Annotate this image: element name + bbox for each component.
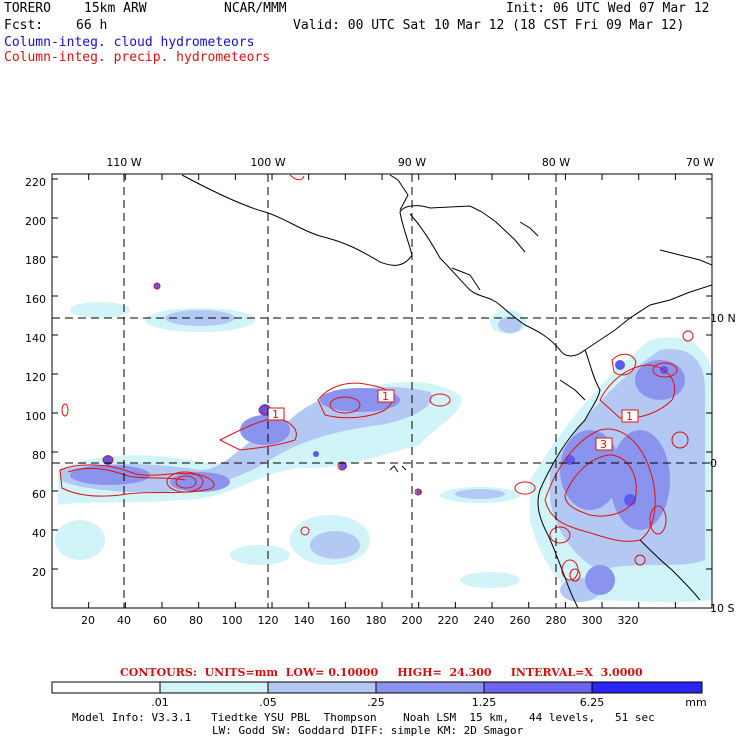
y-tick-label: 200	[25, 215, 46, 228]
x-axis-labels: 20 40 60 80 100 120 140 160 180 200 220 …	[81, 614, 639, 627]
x-tick-label: 80	[189, 614, 203, 627]
x-tick-label: 140	[294, 614, 315, 627]
x-tick-label: 220	[438, 614, 459, 627]
y-tick-label: 40	[32, 527, 46, 540]
footer-model-info: Model Info: V3.3.1 Tiedtke YSU PBL Thomp…	[72, 711, 655, 724]
y-tick-label: 120	[25, 371, 46, 384]
x-tick-label: 180	[366, 614, 387, 627]
y-tick-label: 80	[32, 449, 46, 462]
lon-label: 80 W	[542, 156, 570, 169]
colorbar-unit: mm	[685, 696, 706, 709]
lat-label: 10 N	[710, 312, 736, 325]
colorbar-bin	[159, 681, 269, 694]
valid-time: Valid: 00 UTC Sat 10 Mar 12 (18 CST Fri …	[293, 18, 685, 33]
contour-info: CONTOURS: UNITS=mm LOW= 0.10000 HIGH= 24…	[120, 666, 643, 679]
lon-label: 70 W	[686, 156, 714, 169]
y-tick-label: 60	[32, 488, 46, 501]
fcst-value: 66 h	[76, 18, 108, 33]
x-tick-label: 100	[222, 614, 243, 627]
colorbar-bin	[591, 681, 703, 694]
x-tick-label: 300	[582, 614, 603, 627]
x-tick-label: 40	[117, 614, 131, 627]
model-name: TORERO	[4, 1, 51, 16]
x-tick-label: 160	[330, 614, 351, 627]
contour-label: 3	[600, 438, 607, 451]
contour-label: 1	[626, 410, 633, 423]
lon-label: 110 W	[106, 156, 141, 169]
x-tick-label: 20	[81, 614, 95, 627]
colorbar-label: .01	[151, 696, 169, 709]
x-tick-label: 200	[402, 614, 423, 627]
colorbar-bin	[267, 681, 377, 694]
colorbar-bin	[375, 681, 485, 694]
lat-label: 10 S	[710, 602, 734, 615]
field-title-precip: Column-integ. precip. hydrometeors	[4, 50, 271, 65]
y-tick-label: 20	[32, 566, 46, 579]
tick-marks	[51, 174, 712, 609]
coastlines	[181, 174, 712, 608]
y-tick-label: 220	[25, 176, 46, 189]
colorbar-bin	[51, 681, 161, 694]
model-resolution: 15km ARW	[84, 1, 147, 16]
fcst-label: Fcst:	[4, 18, 44, 33]
x-tick-label: 240	[474, 614, 495, 627]
lat-label: 0	[710, 457, 717, 470]
x-tick-label: 120	[258, 614, 279, 627]
contour-label: 1	[272, 408, 279, 421]
init-time: Init: 06 UTC Wed 07 Mar 12	[506, 1, 710, 16]
colorbar-label: 1.25	[472, 696, 497, 709]
cloud-shading	[55, 283, 712, 603]
x-tick-label: 260	[510, 614, 531, 627]
x-tick-label: 280	[546, 614, 567, 627]
colorbar: .01 .05 .25 1.25 6.25 mm	[51, 681, 707, 709]
y-tick-label: 100	[25, 410, 46, 423]
lon-label: 90 W	[398, 156, 426, 169]
field-title-cloud: Column-integ. cloud hydrometeors	[4, 35, 255, 50]
lon-label: 100 W	[250, 156, 285, 169]
colorbar-bin	[483, 681, 593, 694]
lat-labels: 10 N 0 10 S	[710, 312, 736, 615]
x-tick-label: 60	[153, 614, 167, 627]
contour-label: 1	[382, 390, 389, 403]
lon-labels: 110 W 100 W 90 W 80 W 70 W	[106, 156, 714, 169]
x-tick-label: 320	[618, 614, 639, 627]
footer-model-physics: LW: Godd SW: Goddard DIFF: simple KM: 2D…	[212, 724, 524, 737]
precip-contours	[59, 174, 694, 582]
y-tick-label: 160	[25, 293, 46, 306]
y-axis-labels: 220 200 180 160 140 120 100 80 60 40 20	[25, 176, 46, 579]
colorbar-label: .25	[367, 696, 385, 709]
graticule	[52, 174, 712, 608]
y-tick-label: 180	[25, 254, 46, 267]
center-name: NCAR/MMM	[224, 1, 287, 16]
contour-labels: 1 1 1 3	[267, 389, 639, 451]
colorbar-label: .05	[259, 696, 277, 709]
y-tick-label: 140	[25, 332, 46, 345]
colorbar-label: 6.25	[580, 696, 605, 709]
